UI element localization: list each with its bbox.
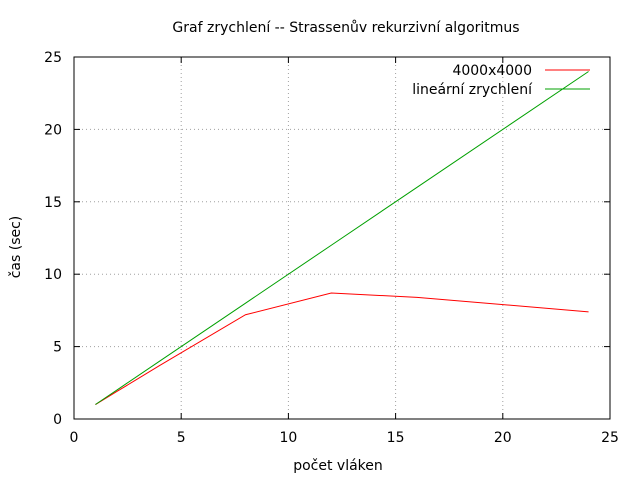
y-tick-label: 5 [53, 340, 62, 356]
x-tick-label: 20 [494, 430, 512, 446]
x-tick-label: 0 [70, 430, 79, 446]
plot-frame [73, 56, 611, 420]
series-line-linear-speedup [95, 71, 589, 405]
series-lines [95, 71, 589, 405]
y-tick-label: 25 [44, 50, 62, 66]
x-tick-label: 5 [177, 430, 186, 446]
y-tick-label: 20 [44, 122, 62, 138]
x-tick-label: 10 [279, 430, 297, 446]
y-tick-label: 15 [44, 195, 62, 211]
axis-ticks [73, 56, 611, 420]
y-tick-label: 0 [53, 412, 62, 428]
x-tick-label: 15 [387, 430, 405, 446]
series-line-4000x4000 [95, 292, 589, 405]
legend: 4000x4000 lineární zrychlení [412, 63, 590, 98]
y-tick-labels: 0 5 10 15 20 25 [44, 50, 62, 428]
x-tick-label: 25 [601, 430, 619, 446]
grid [74, 57, 610, 419]
y-axis-label: čas (sec) [8, 216, 24, 279]
legend-label-linear-speedup: lineární zrychlení [412, 82, 533, 98]
x-tick-labels: 0 5 10 15 20 25 [70, 430, 619, 446]
chart-title: Graf zrychlení -- Strassenův rekurzivní … [172, 20, 519, 36]
x-axis-label: počet vláken [293, 458, 383, 474]
legend-label-4000x4000: 4000x4000 [452, 63, 532, 79]
y-tick-label: 10 [44, 267, 62, 283]
